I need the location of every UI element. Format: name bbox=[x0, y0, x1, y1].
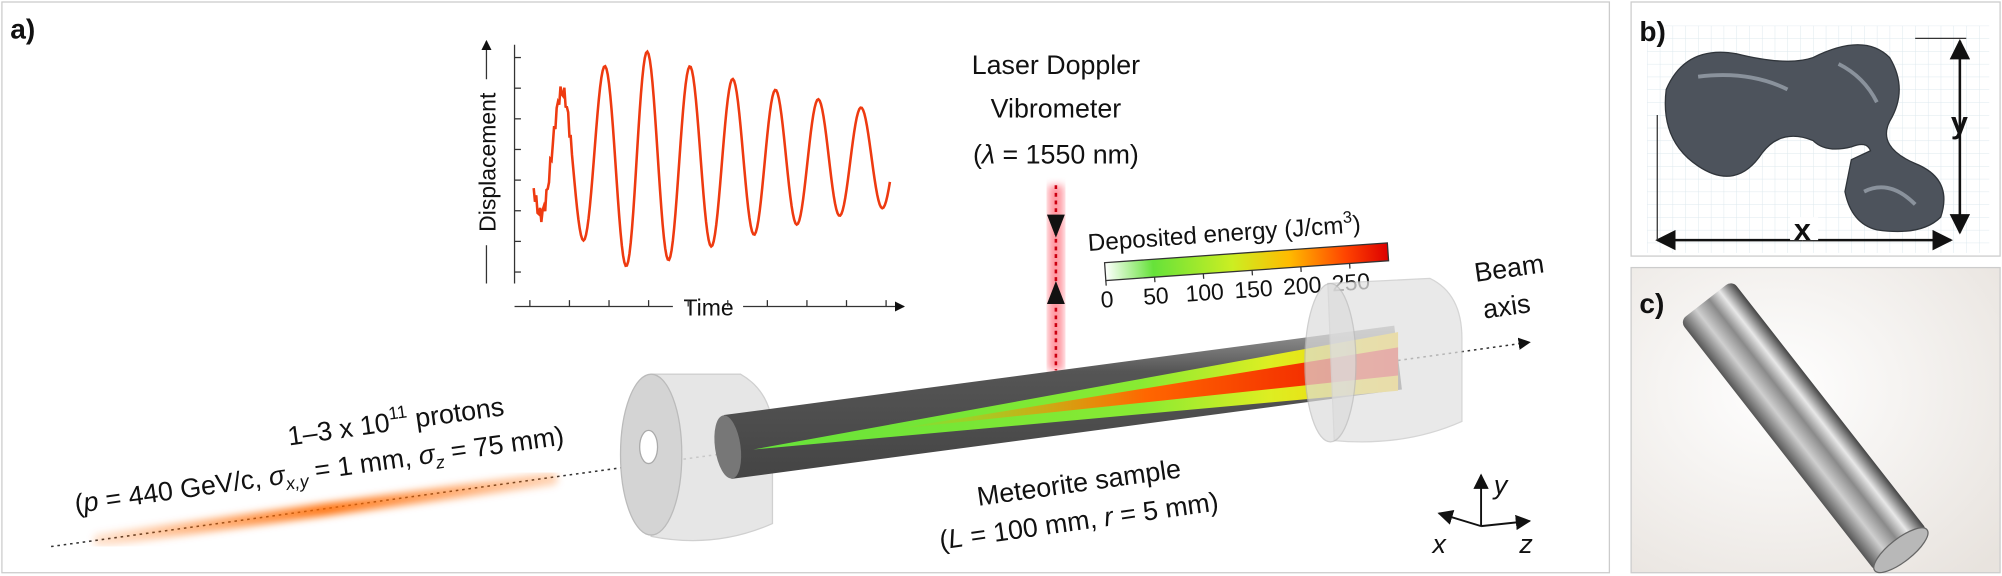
axis-arrow bbox=[1480, 514, 1532, 531]
y-label: Displacement bbox=[474, 92, 500, 232]
left-holder bbox=[639, 429, 659, 465]
text: x,y bbox=[284, 471, 311, 494]
label-bg bbox=[672, 293, 744, 320]
text: L bbox=[946, 522, 965, 554]
panel-label: a) bbox=[10, 13, 35, 44]
meteorite-photo bbox=[1697, 62, 1917, 206]
text: σ bbox=[267, 460, 288, 492]
panel-label: b) bbox=[1639, 16, 1666, 47]
label-bg bbox=[472, 79, 501, 246]
text: p bbox=[80, 486, 100, 518]
axis-label: y bbox=[1492, 470, 1509, 500]
laser-wavelength: (λ = 1550 nm) bbox=[973, 140, 1139, 170]
signal-trace bbox=[532, 49, 892, 268]
sample-cylinder bbox=[714, 415, 742, 479]
right-holder bbox=[1327, 277, 1463, 443]
laser-label: Laser Doppler bbox=[972, 50, 1140, 80]
laser-label: Vibrometer bbox=[991, 94, 1122, 124]
colorbar-tick-label: 150 bbox=[1233, 275, 1273, 304]
inset-ticks bbox=[514, 56, 887, 307]
energy-deposition bbox=[893, 347, 1399, 430]
rod-body bbox=[1682, 283, 1926, 570]
colorbar-tick-label: 100 bbox=[1185, 278, 1225, 307]
right-holder bbox=[1304, 282, 1357, 443]
axes-triad: y x z bbox=[1431, 470, 1534, 559]
text: λ bbox=[980, 140, 995, 170]
dim-label: x bbox=[1794, 213, 1811, 247]
colorbar-tick-label: 0 bbox=[1100, 286, 1115, 313]
axis-label: x bbox=[1431, 529, 1448, 559]
colorbar-tick-label: 200 bbox=[1282, 271, 1322, 300]
axis-arrow bbox=[1437, 510, 1482, 528]
text: 11 bbox=[387, 401, 408, 423]
text: = 1550 nm) bbox=[995, 140, 1139, 170]
rod-end bbox=[1873, 527, 1929, 574]
text: ( bbox=[73, 488, 86, 519]
inset-plot: Displacement Time bbox=[472, 39, 905, 320]
dim-label: y bbox=[1951, 106, 1968, 140]
beam-axis-label: axis bbox=[1481, 288, 1532, 324]
text: ) bbox=[1352, 211, 1362, 238]
colorbar-tick-label: 50 bbox=[1142, 282, 1169, 310]
panel-label: c) bbox=[1639, 288, 1664, 319]
colorbar-bar bbox=[1103, 242, 1390, 282]
text: ( bbox=[973, 140, 982, 170]
laser-arrows bbox=[1046, 214, 1065, 304]
x-label: Time bbox=[684, 294, 734, 320]
proton-bunch bbox=[93, 472, 558, 547]
meteorite-photo bbox=[1664, 44, 1945, 233]
text: z bbox=[434, 452, 447, 473]
text: 3 bbox=[1342, 207, 1353, 227]
label-bg bbox=[1790, 217, 1819, 241]
text: σ bbox=[417, 439, 438, 471]
text: ( bbox=[937, 524, 950, 555]
axis-label: z bbox=[1518, 529, 1533, 559]
rod-photo bbox=[1682, 283, 1929, 574]
